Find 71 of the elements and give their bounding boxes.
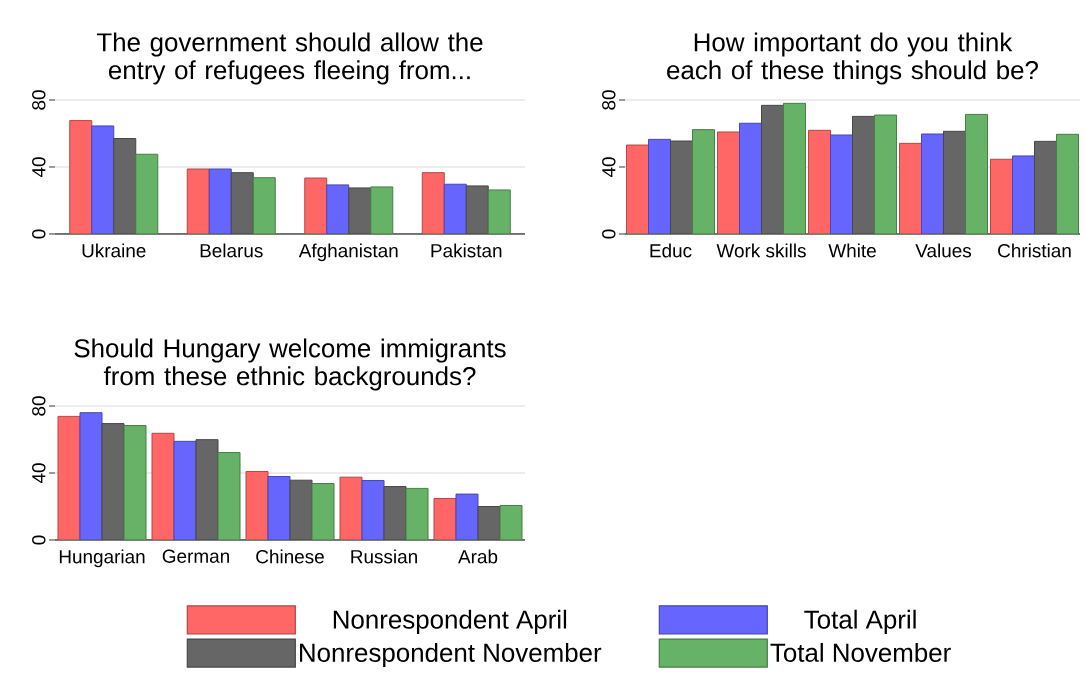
bar: [692, 129, 716, 234]
y-tick-label: 40: [32, 463, 46, 484]
bar: [648, 138, 672, 234]
bar: [57, 415, 81, 540]
legend-label: Total November: [770, 642, 951, 662]
bar: [101, 423, 125, 540]
legend-label: Nonrespondent November: [300, 642, 602, 668]
bar: [443, 183, 467, 234]
y-tick-label: 80: [32, 90, 46, 110]
bar: [465, 185, 489, 234]
bar: [1056, 133, 1080, 234]
bar: [421, 172, 445, 234]
y-tick-label: 0: [602, 229, 616, 239]
y-tick-label: 0: [32, 535, 46, 545]
chart-title: Should Hungary welcome immigrants from these ethnic backgrounds?: [74, 338, 506, 391]
chart-title: The government should allow the entry of refugees fleeing from...: [96, 32, 483, 85]
bar: [739, 122, 763, 234]
bar: [921, 133, 945, 234]
bar: [186, 168, 210, 234]
bar: [874, 114, 898, 234]
bar: [670, 140, 694, 234]
x-tick-label: Pakistan: [431, 243, 502, 258]
bar: [1034, 140, 1058, 234]
x-tick-label: Values: [915, 243, 972, 258]
x-tick-label: White: [828, 243, 876, 258]
x-tick-label: Afghanistan: [298, 243, 398, 262]
bar: [79, 412, 103, 540]
bar: [852, 115, 876, 234]
y-tick-label: 80: [32, 396, 46, 416]
x-tick-label: Educ: [650, 243, 692, 258]
bar: [830, 134, 854, 234]
bar: [808, 129, 832, 234]
y-tick-label: 0: [32, 229, 46, 239]
bar: [965, 113, 989, 234]
bar: [783, 102, 807, 234]
x-tick-label: Christian: [998, 243, 1071, 258]
bar: [304, 177, 328, 234]
bar: [230, 172, 254, 234]
bar: [123, 425, 147, 540]
bar: [761, 104, 785, 234]
x-tick-label: Belarus: [200, 243, 263, 258]
bar: [208, 168, 232, 234]
bar: [326, 184, 350, 234]
x-tick-label: Hungarian: [59, 549, 145, 568]
x-tick-label: Ukraine: [82, 243, 146, 258]
bar: [1012, 155, 1036, 234]
y-tick-label: 40: [602, 157, 616, 178]
bar: [195, 439, 219, 540]
x-tick-label: Work skills: [716, 243, 806, 258]
bar: [135, 153, 159, 234]
legend-label: Nonrespondent April: [333, 609, 567, 634]
bar: [252, 177, 276, 234]
x-tick-label: German: [162, 549, 229, 563]
x-tick-label: Arab: [458, 549, 498, 564]
bar: [717, 131, 741, 234]
bar: [626, 144, 650, 234]
bar: [348, 187, 372, 234]
bar: [91, 125, 115, 234]
chart-title: How important do you think each of these things should be?: [667, 32, 1038, 85]
bar: [370, 186, 394, 234]
bar: [69, 120, 93, 234]
y-tick-label: 80: [602, 90, 616, 110]
bar: [487, 189, 511, 234]
bar: [113, 138, 137, 234]
legend-label: Total April: [804, 609, 916, 634]
bar: [899, 142, 923, 234]
bar: [990, 158, 1014, 234]
x-tick-label: Russian: [351, 549, 417, 564]
x-tick-label: Chinese: [256, 549, 324, 564]
bar: [943, 130, 967, 234]
y-tick-label: 40: [32, 157, 46, 178]
